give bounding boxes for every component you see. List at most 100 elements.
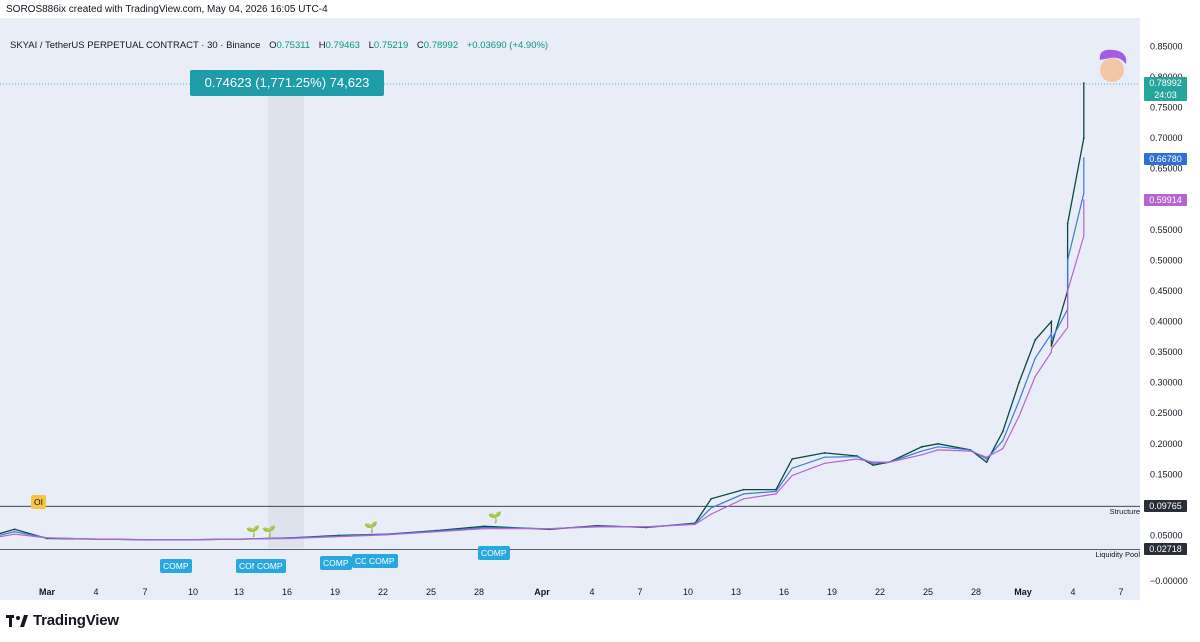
x-tick-label: 19 bbox=[330, 587, 340, 597]
x-tick-label: 10 bbox=[188, 587, 198, 597]
liquidity-tag: 0.02718 bbox=[1144, 543, 1187, 555]
tradingview-logo-icon bbox=[6, 614, 28, 627]
comp-badge[interactable]: COMP bbox=[254, 559, 286, 573]
y-tick-label: 0.65000 bbox=[1150, 164, 1183, 174]
x-tick-label: 7 bbox=[637, 587, 642, 597]
series-point bbox=[1083, 192, 1085, 194]
series-point bbox=[937, 442, 939, 445]
sprout-icon: 🌱 bbox=[262, 526, 276, 538]
series-point bbox=[824, 456, 826, 458]
x-tick-label: 22 bbox=[875, 587, 885, 597]
plot-background bbox=[0, 18, 1140, 600]
y-tick-label: 0.75000 bbox=[1150, 103, 1183, 113]
series-point bbox=[1018, 415, 1020, 417]
y-tick-label: 0.25000 bbox=[1150, 408, 1183, 418]
series-point bbox=[1018, 381, 1020, 384]
series-point bbox=[710, 507, 712, 509]
series-point bbox=[985, 461, 988, 463]
series-point bbox=[920, 445, 923, 448]
comp-badge[interactable]: COMP bbox=[478, 546, 510, 560]
series-point bbox=[435, 531, 437, 533]
price-chart[interactable]: 0.850000.800000.750000.700000.650000.600… bbox=[0, 18, 1200, 600]
series-point bbox=[1083, 235, 1085, 237]
series-point bbox=[1067, 290, 1069, 292]
x-tick-label: 7 bbox=[142, 587, 147, 597]
close-value: 0.78992 bbox=[423, 40, 459, 51]
x-tick-label: 10 bbox=[683, 587, 693, 597]
series-point bbox=[775, 493, 777, 495]
comp-badge[interactable]: COMP bbox=[320, 556, 352, 570]
comp-badge[interactable]: COMP bbox=[160, 559, 192, 573]
x-tick-label: 13 bbox=[731, 587, 741, 597]
brand-name: TradingView bbox=[33, 612, 119, 629]
series-point bbox=[921, 454, 923, 456]
bar-countdown: 24:03 bbox=[1154, 90, 1177, 100]
series-point bbox=[969, 450, 972, 452]
series-point bbox=[710, 497, 713, 500]
series-point bbox=[1067, 259, 1069, 262]
series-point bbox=[791, 467, 793, 469]
series-point bbox=[775, 490, 777, 493]
series-point bbox=[483, 525, 486, 528]
series-point bbox=[483, 526, 485, 529]
sprout-icon: 🌱 bbox=[364, 522, 378, 534]
x-tick-label: 16 bbox=[779, 587, 789, 597]
low-value: 0.75219 bbox=[373, 40, 409, 51]
x-tick-label: 22 bbox=[378, 587, 388, 597]
x-axis[interactable]: Mar 4 7 10 13 16 19 22 25 28 Apr 4 7 10 13 16 19 22 25 28 Ma… bbox=[39, 587, 1124, 597]
measure-tool-label[interactable]: 0.74623 (1,771.25%) 74,623 bbox=[190, 70, 384, 96]
level-lines bbox=[0, 505, 1140, 550]
open-value: 0.75311 bbox=[276, 40, 311, 51]
symbol-legend: SKYAI / TetherUS PERPETUAL CONTRACT · 30… bbox=[10, 40, 548, 51]
comp-badge[interactable]: COMP bbox=[366, 554, 398, 568]
series-point bbox=[1034, 375, 1036, 378]
x-tick-label: 13 bbox=[234, 587, 244, 597]
series-point bbox=[240, 538, 242, 540]
x-tick-label: 7 bbox=[1118, 587, 1123, 597]
structure-tag: 0.09765 bbox=[1144, 500, 1187, 512]
series-point bbox=[1050, 320, 1053, 323]
series-point bbox=[386, 534, 388, 536]
last-price-tag: 0.78992 24:03 bbox=[1144, 77, 1187, 101]
series-point bbox=[548, 528, 550, 530]
x-tick-label: 28 bbox=[474, 587, 484, 597]
oi-badge[interactable]: OI bbox=[31, 495, 46, 509]
series-point bbox=[986, 458, 988, 460]
series-point bbox=[969, 449, 972, 451]
series-point bbox=[95, 538, 97, 540]
x-tick-label: 19 bbox=[827, 587, 837, 597]
series-point bbox=[14, 533, 16, 535]
series-point bbox=[1083, 199, 1085, 201]
symbol-name: SKYAI / TetherUS PERPETUAL CONTRACT · 30… bbox=[10, 40, 261, 51]
footer: TradingView bbox=[6, 612, 119, 629]
chart-frame[interactable]: 0.850000.800000.750000.700000.650000.600… bbox=[0, 18, 1200, 600]
series-point bbox=[13, 528, 16, 531]
series-point bbox=[823, 452, 826, 454]
series-point bbox=[1002, 448, 1004, 450]
series-point bbox=[1066, 222, 1069, 225]
series-point bbox=[1050, 333, 1052, 335]
avatar-icon bbox=[1099, 49, 1127, 82]
series-point bbox=[743, 498, 745, 500]
series-point bbox=[742, 488, 745, 491]
last-price-value: 0.78992 bbox=[1149, 78, 1182, 88]
series-point bbox=[872, 462, 874, 464]
series-point bbox=[937, 446, 939, 448]
series-point bbox=[791, 458, 794, 460]
y-tick-label: 0.55000 bbox=[1150, 225, 1183, 235]
x-tick-label: 25 bbox=[426, 587, 436, 597]
x-tick-label: Mar bbox=[39, 587, 56, 597]
series-point bbox=[856, 458, 858, 460]
measure-range-shade bbox=[268, 78, 304, 548]
y-tick-label: 0.05000 bbox=[1150, 530, 1183, 540]
y-tick-label: 0.85000 bbox=[1150, 42, 1183, 52]
series-point bbox=[710, 513, 712, 515]
series-point bbox=[824, 462, 826, 464]
series-point bbox=[1001, 430, 1004, 433]
ma-fast-tag: 0.66780 bbox=[1144, 153, 1187, 165]
series-point bbox=[1050, 348, 1052, 350]
y-tick-label: 0.20000 bbox=[1150, 439, 1183, 449]
series-point bbox=[645, 526, 648, 528]
y-tick-label: −0.00000 bbox=[1150, 576, 1188, 586]
ma-slow-tag: 0.59914 bbox=[1144, 194, 1187, 206]
